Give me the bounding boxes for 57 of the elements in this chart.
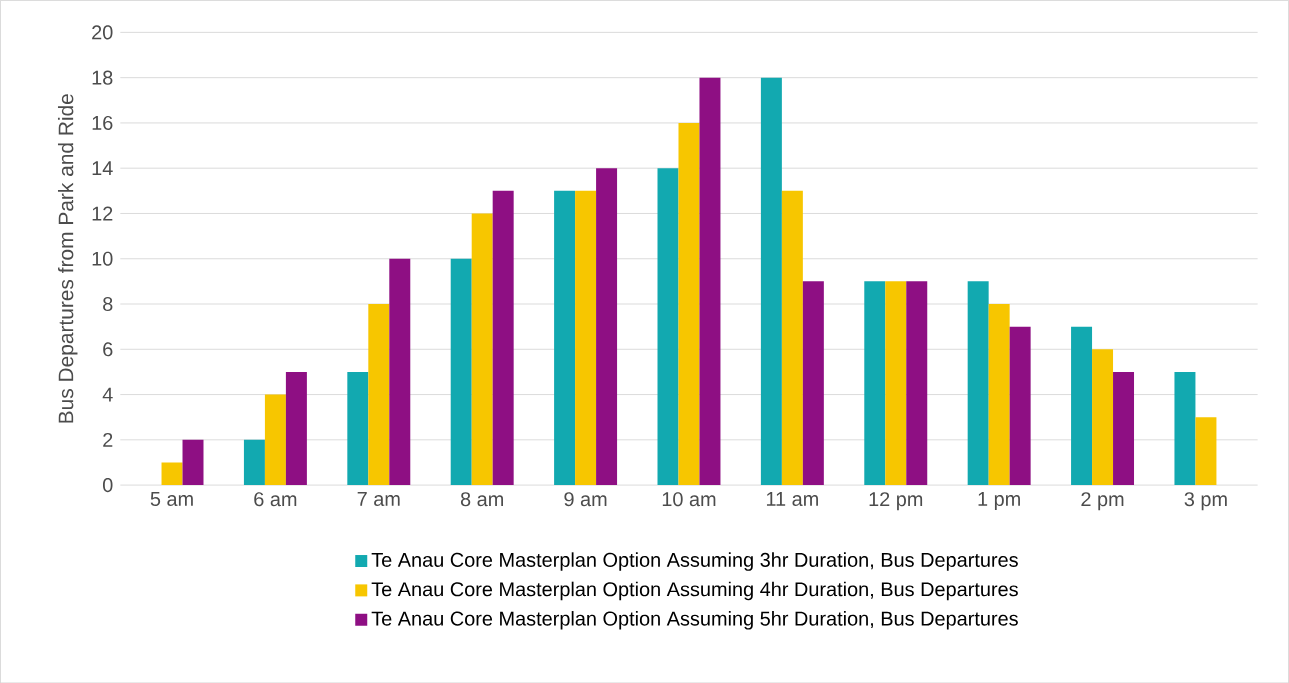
y-tick-label: 0 — [102, 477, 113, 492]
bar — [596, 168, 618, 485]
bar — [1195, 417, 1217, 485]
y-tick-label: 10 — [92, 251, 113, 266]
bar — [864, 281, 886, 485]
bar — [760, 77, 782, 485]
bar — [285, 371, 307, 485]
bar — [161, 462, 183, 485]
y-tick-label: 16 — [92, 115, 113, 130]
bar — [554, 190, 576, 485]
bar — [657, 168, 679, 485]
y-tick-label: 12 — [92, 206, 113, 221]
bar — [492, 190, 514, 485]
bar — [885, 281, 907, 485]
legend-label: Te Anau Core Masterplan Option Assuming 4hr Duration, Bus Departures — [371, 581, 1018, 601]
y-tick-label: 18 — [92, 70, 113, 85]
y-tick-label: 20 — [92, 25, 113, 40]
bar — [1009, 326, 1031, 485]
bar — [678, 122, 700, 485]
bar — [699, 77, 721, 485]
bar — [1174, 371, 1196, 485]
legend-label: Te Anau Core Masterplan Option Assuming 3hr Duration, Bus Departures — [371, 552, 1018, 571]
legend-label: Te Anau Core Masterplan Option Assuming 5hr Duration, Bus Departures — [371, 610, 1018, 630]
x-tick-label: 11 am — [766, 491, 818, 506]
x-tick-label: 3 pm — [1184, 491, 1227, 510]
x-tick-label: 7 am — [357, 491, 400, 506]
bar — [967, 281, 989, 485]
bar — [906, 281, 928, 485]
bar — [802, 281, 824, 485]
bar — [450, 258, 472, 485]
bar — [575, 190, 597, 485]
x-tick-label: 1 pm — [978, 491, 1020, 510]
bar — [389, 258, 411, 485]
bar — [781, 190, 803, 485]
bar — [347, 371, 369, 485]
x-tick-label: 9 am — [564, 491, 607, 507]
x-tick-label: 5 am — [150, 491, 193, 506]
y-tick-label: 4 — [102, 387, 113, 402]
x-tick-label: 8 am — [460, 491, 503, 507]
y-tick-label: 14 — [92, 161, 113, 175]
x-tick-label: 10 am — [662, 491, 716, 507]
bar — [264, 394, 286, 485]
x-tick-label: 6 am — [254, 491, 297, 507]
x-tick-label: 12 pm — [869, 491, 923, 510]
bar — [1092, 349, 1114, 485]
y-tick-label: 2 — [103, 432, 113, 447]
bar — [988, 303, 1010, 485]
bar — [243, 439, 265, 485]
bar — [471, 213, 493, 485]
bar — [182, 439, 204, 485]
x-tick-label: 2 pm — [1081, 491, 1124, 510]
bar — [368, 303, 390, 485]
y-tick-label: 6 — [103, 342, 113, 357]
bar — [1071, 326, 1093, 485]
y-axis-title: Bus Departures from Park and Ride — [57, 93, 78, 423]
bar — [1113, 371, 1135, 485]
y-tick-label: 8 — [103, 296, 113, 311]
